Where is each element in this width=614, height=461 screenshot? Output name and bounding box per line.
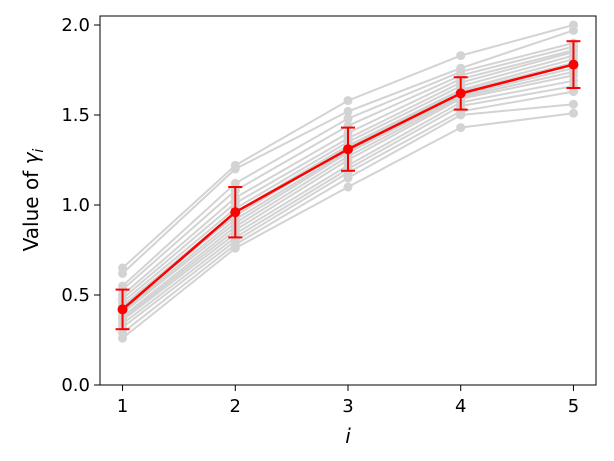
background-series-point [118, 263, 128, 273]
mean-series-point [455, 88, 466, 99]
y-axis-label: Value of γi [19, 149, 47, 252]
mean-series-point [117, 304, 128, 315]
background-series-point [118, 281, 128, 291]
mean-series-point [230, 207, 241, 218]
background-series-point [456, 63, 466, 73]
y-tick-label: 0.5 [61, 285, 90, 306]
y-tick-label: 1.5 [61, 105, 90, 126]
plot-frame [99, 15, 597, 386]
background-series-point [343, 114, 353, 124]
x-tick-label: 2 [230, 396, 241, 417]
y-axis-label-subscript: i [31, 149, 47, 153]
y-tick-label: 2.0 [61, 15, 90, 36]
background-series-point [568, 20, 578, 30]
mean-series-group [115, 40, 581, 331]
y-tick-label: 1.0 [61, 195, 90, 216]
y-axis-label-symbol: γ [19, 151, 43, 164]
mean-series-point [343, 144, 353, 155]
x-tick-label: 4 [455, 396, 466, 417]
background-series-point [343, 96, 353, 106]
y-tick-label: 0.0 [61, 375, 90, 396]
x-tick-label: 3 [342, 396, 353, 417]
x-axis-label: i [345, 424, 351, 448]
background-series-point [230, 178, 240, 188]
background-series-point [343, 182, 353, 192]
background-series-point [456, 51, 466, 61]
mean-series-point [568, 59, 579, 70]
background-series-point [230, 160, 240, 170]
background-series-point [568, 99, 578, 109]
x-axis: 1 2 3 4 5 [117, 385, 579, 417]
x-tick-label: 5 [568, 396, 579, 417]
x-tick-label: 1 [117, 396, 128, 417]
background-series-group [118, 20, 578, 343]
background-series-point [343, 106, 353, 116]
background-series-point [568, 108, 578, 118]
background-series-point [456, 123, 466, 133]
y-axis: 0.0 0.5 1.0 1.5 2.0 [61, 15, 100, 396]
y-axis-label-prefix: Value of [19, 164, 43, 251]
